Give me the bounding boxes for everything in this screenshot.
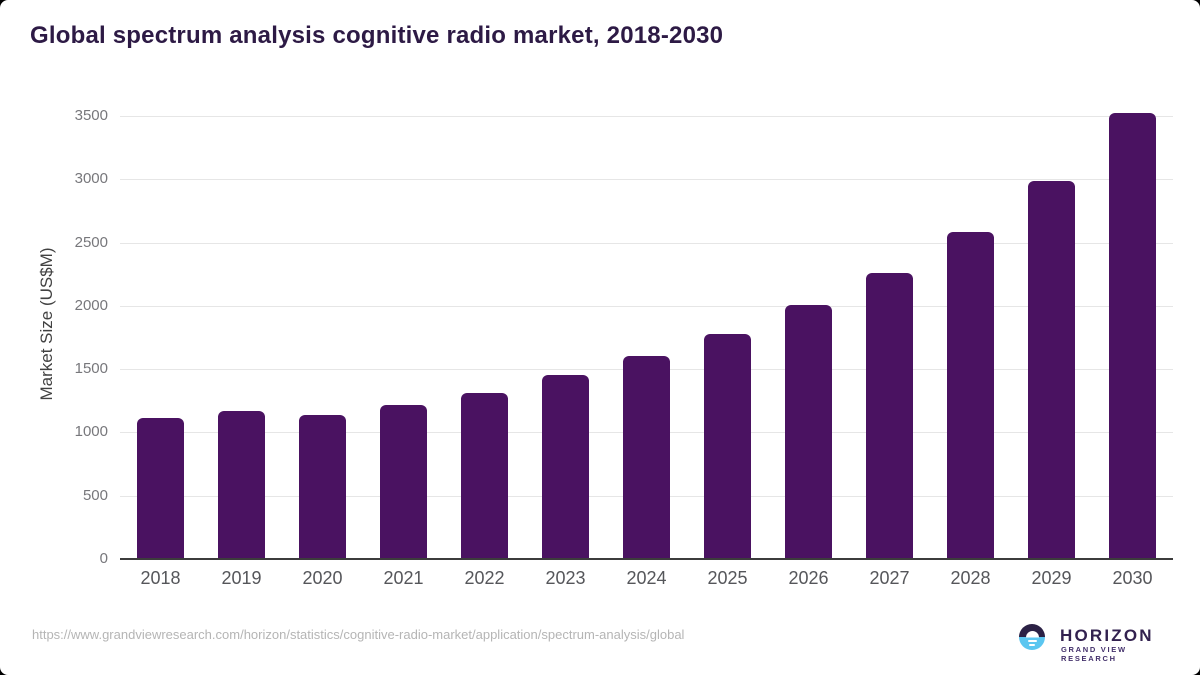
logo-subtitle-text: GRAND VIEW RESEARCH — [1061, 645, 1127, 663]
x-tick-label-2030: 2030 — [1112, 568, 1153, 588]
bar-2023 — [542, 375, 589, 559]
x-tick-label-2023: 2023 — [545, 568, 586, 588]
y-tick-label-2000: 2000 — [74, 296, 108, 314]
horizon-reflection-icon — [1027, 640, 1037, 642]
horizon-reflection-icon — [1029, 644, 1035, 646]
y-tick-label-1500: 1500 — [74, 360, 108, 378]
x-axis-line — [120, 558, 1173, 560]
y-tick-label-2500: 2500 — [74, 233, 108, 251]
x-tick-label-2018: 2018 — [140, 568, 181, 588]
bar-2029 — [1028, 181, 1075, 559]
x-tick-label-2022: 2022 — [464, 568, 505, 588]
bar-2030 — [1109, 112, 1156, 559]
bar-2024 — [623, 356, 670, 559]
x-tick-label-2020: 2020 — [302, 568, 343, 588]
gridline-3000 — [120, 179, 1173, 181]
x-tick-label-2028: 2028 — [950, 568, 991, 588]
gridline-2500 — [120, 242, 1173, 244]
x-tick-label-2024: 2024 — [626, 568, 667, 588]
x-tick-label-2026: 2026 — [788, 568, 829, 588]
bar-2022 — [461, 392, 508, 559]
bar-2021 — [380, 404, 427, 559]
horizon-logo: HORIZON GRAND VIEW RESEARCH — [1019, 624, 1159, 663]
logo-brand-text: HORIZON — [1060, 626, 1154, 645]
bar-2020 — [299, 415, 346, 559]
gridline-3500 — [120, 116, 1173, 117]
x-tick-label-2021: 2021 — [383, 568, 424, 588]
x-tick-label-2027: 2027 — [869, 568, 910, 588]
page-title: Global spectrum analysis cognitive radio… — [30, 22, 724, 49]
bar-2025 — [704, 333, 751, 559]
x-tick-label-2019: 2019 — [221, 568, 262, 588]
horizon-sun-circle-icon — [1019, 624, 1045, 650]
bar-2027 — [866, 272, 913, 559]
y-tick-label-1000: 1000 — [74, 423, 108, 441]
x-tick-label-2029: 2029 — [1031, 568, 1072, 588]
y-tick-label-3500: 3500 — [74, 107, 108, 124]
y-tick-label-3000: 3000 — [74, 170, 108, 188]
bar-2028 — [947, 232, 994, 559]
bar-2019 — [218, 410, 265, 559]
x-tick-label-2025: 2025 — [707, 568, 748, 588]
source-url-text: https://www.grandviewresearch.com/horizo… — [32, 627, 685, 642]
y-tick-label-500: 500 — [82, 486, 108, 504]
bar-2026 — [785, 305, 832, 559]
bar-2018 — [137, 417, 184, 559]
y-tick-label-0: 0 — [99, 550, 108, 567]
gridline-2000 — [120, 305, 1173, 307]
